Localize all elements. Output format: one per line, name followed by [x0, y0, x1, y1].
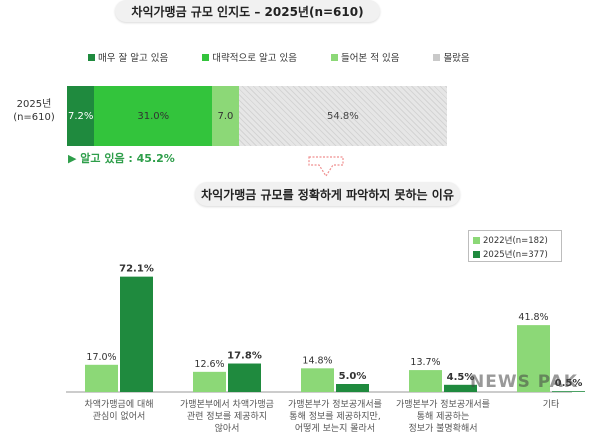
- legend-item: 2022년(n=182): [473, 233, 557, 247]
- category-label: 가맹본부가 정보공개서를: [396, 399, 490, 410]
- row-label-year: 2025년: [16, 99, 52, 110]
- stack-segment: 54.8%: [238, 86, 447, 146]
- category-label: 가맹본부가 정보공개서를: [288, 399, 382, 410]
- known-summary: ▶ 알고 있음 : 45.2%: [68, 152, 175, 165]
- legend-top: 매우 잘 알고 있음 대략적으로 알고 있음 들어본 적 있음 몰랐음: [88, 50, 504, 64]
- bar-2022: [85, 364, 118, 392]
- category-label: 정보가 불명확해서: [408, 422, 477, 434]
- bar-2025: [120, 276, 153, 392]
- data-label: 4.5%: [447, 372, 475, 383]
- row-label-n: (n=610): [13, 112, 55, 123]
- category-label: 차액가맹금에 대해: [84, 398, 153, 410]
- data-label: 17.0%: [86, 352, 116, 363]
- chart-title-top: 차익가맹금 규모 인지도 – 2025년(n=610): [115, 0, 380, 22]
- stacked-bar: 7.2% 31.0% 7.0 54.8%: [67, 86, 447, 146]
- category-label: 않아서: [215, 423, 240, 434]
- stack-row-label: 2025년 (n=610): [10, 98, 58, 124]
- stack-segment: 7.0: [212, 86, 239, 146]
- category-label: 관심이 없어서: [93, 411, 146, 422]
- bar-legend: 2022년(n=182) 2025년(n=377): [468, 230, 562, 262]
- bar-2022: [409, 370, 442, 392]
- bar-2022: [517, 325, 550, 392]
- legend-label: 몰랐음: [443, 53, 470, 64]
- legend-swatch: [88, 53, 95, 61]
- legend-label: 매우 잘 알고 있음: [98, 53, 169, 64]
- chart-title-bottom: 차익가맹금 규모를 정확하게 파악하지 못하는 이유: [195, 182, 460, 206]
- data-label: 0.5%: [555, 378, 583, 389]
- bar-2025: [444, 384, 477, 392]
- legend-label: 2025년(n=377): [483, 250, 548, 260]
- data-label: 41.8%: [518, 312, 548, 323]
- legend-item: 대략적으로 알고 있음: [202, 50, 297, 64]
- bar-2022: [301, 368, 334, 392]
- category-label: 가맹본부에서 차액가맹금: [180, 398, 274, 410]
- category-label: 어떻게 보는지 몰라서: [295, 423, 375, 434]
- legend-item: 들어본 적 있음: [330, 50, 400, 64]
- data-label: 72.1%: [119, 264, 154, 275]
- legend-swatch: [202, 53, 210, 61]
- watermark-logo: NEWS PAK: [470, 372, 578, 392]
- down-arrow-icon: [308, 156, 344, 178]
- legend-label: 들어본 적 있음: [340, 53, 400, 64]
- stack-segment: 7.2%: [67, 86, 95, 146]
- legend-item: 매우 잘 알고 있음: [88, 50, 168, 64]
- category-label: 통해 정보를 제공하지만,: [289, 411, 380, 422]
- legend-swatch: [473, 236, 480, 244]
- legend-item: 몰랐음: [433, 50, 470, 64]
- bar-2025: [228, 363, 261, 392]
- legend-label: 2022년(n=182): [483, 236, 548, 246]
- data-label: 12.6%: [194, 359, 224, 370]
- bar-2022: [193, 371, 226, 392]
- stack-segment: 31.0%: [94, 86, 213, 146]
- bar-2025: [336, 384, 369, 392]
- category-label: 기타: [543, 399, 560, 410]
- legend-swatch: [330, 53, 338, 61]
- legend-swatch: [473, 250, 480, 258]
- data-label: 5.0%: [339, 371, 367, 382]
- data-label: 17.8%: [227, 351, 262, 362]
- data-label: 14.8%: [302, 355, 332, 366]
- bar-2025: [552, 391, 585, 392]
- data-label: 13.7%: [410, 357, 440, 368]
- legend-item: 2025년(n=377): [473, 247, 557, 261]
- category-label: 통해 제공하는: [417, 411, 470, 422]
- category-label: 관련 정보를 제공하지: [187, 411, 267, 422]
- legend-swatch: [433, 53, 441, 61]
- legend-label: 대략적으로 알고 있음: [212, 53, 297, 64]
